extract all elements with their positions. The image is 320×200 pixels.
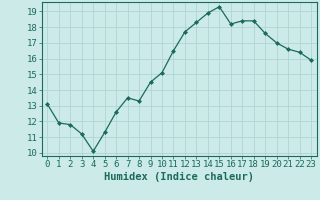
X-axis label: Humidex (Indice chaleur): Humidex (Indice chaleur)	[104, 172, 254, 182]
